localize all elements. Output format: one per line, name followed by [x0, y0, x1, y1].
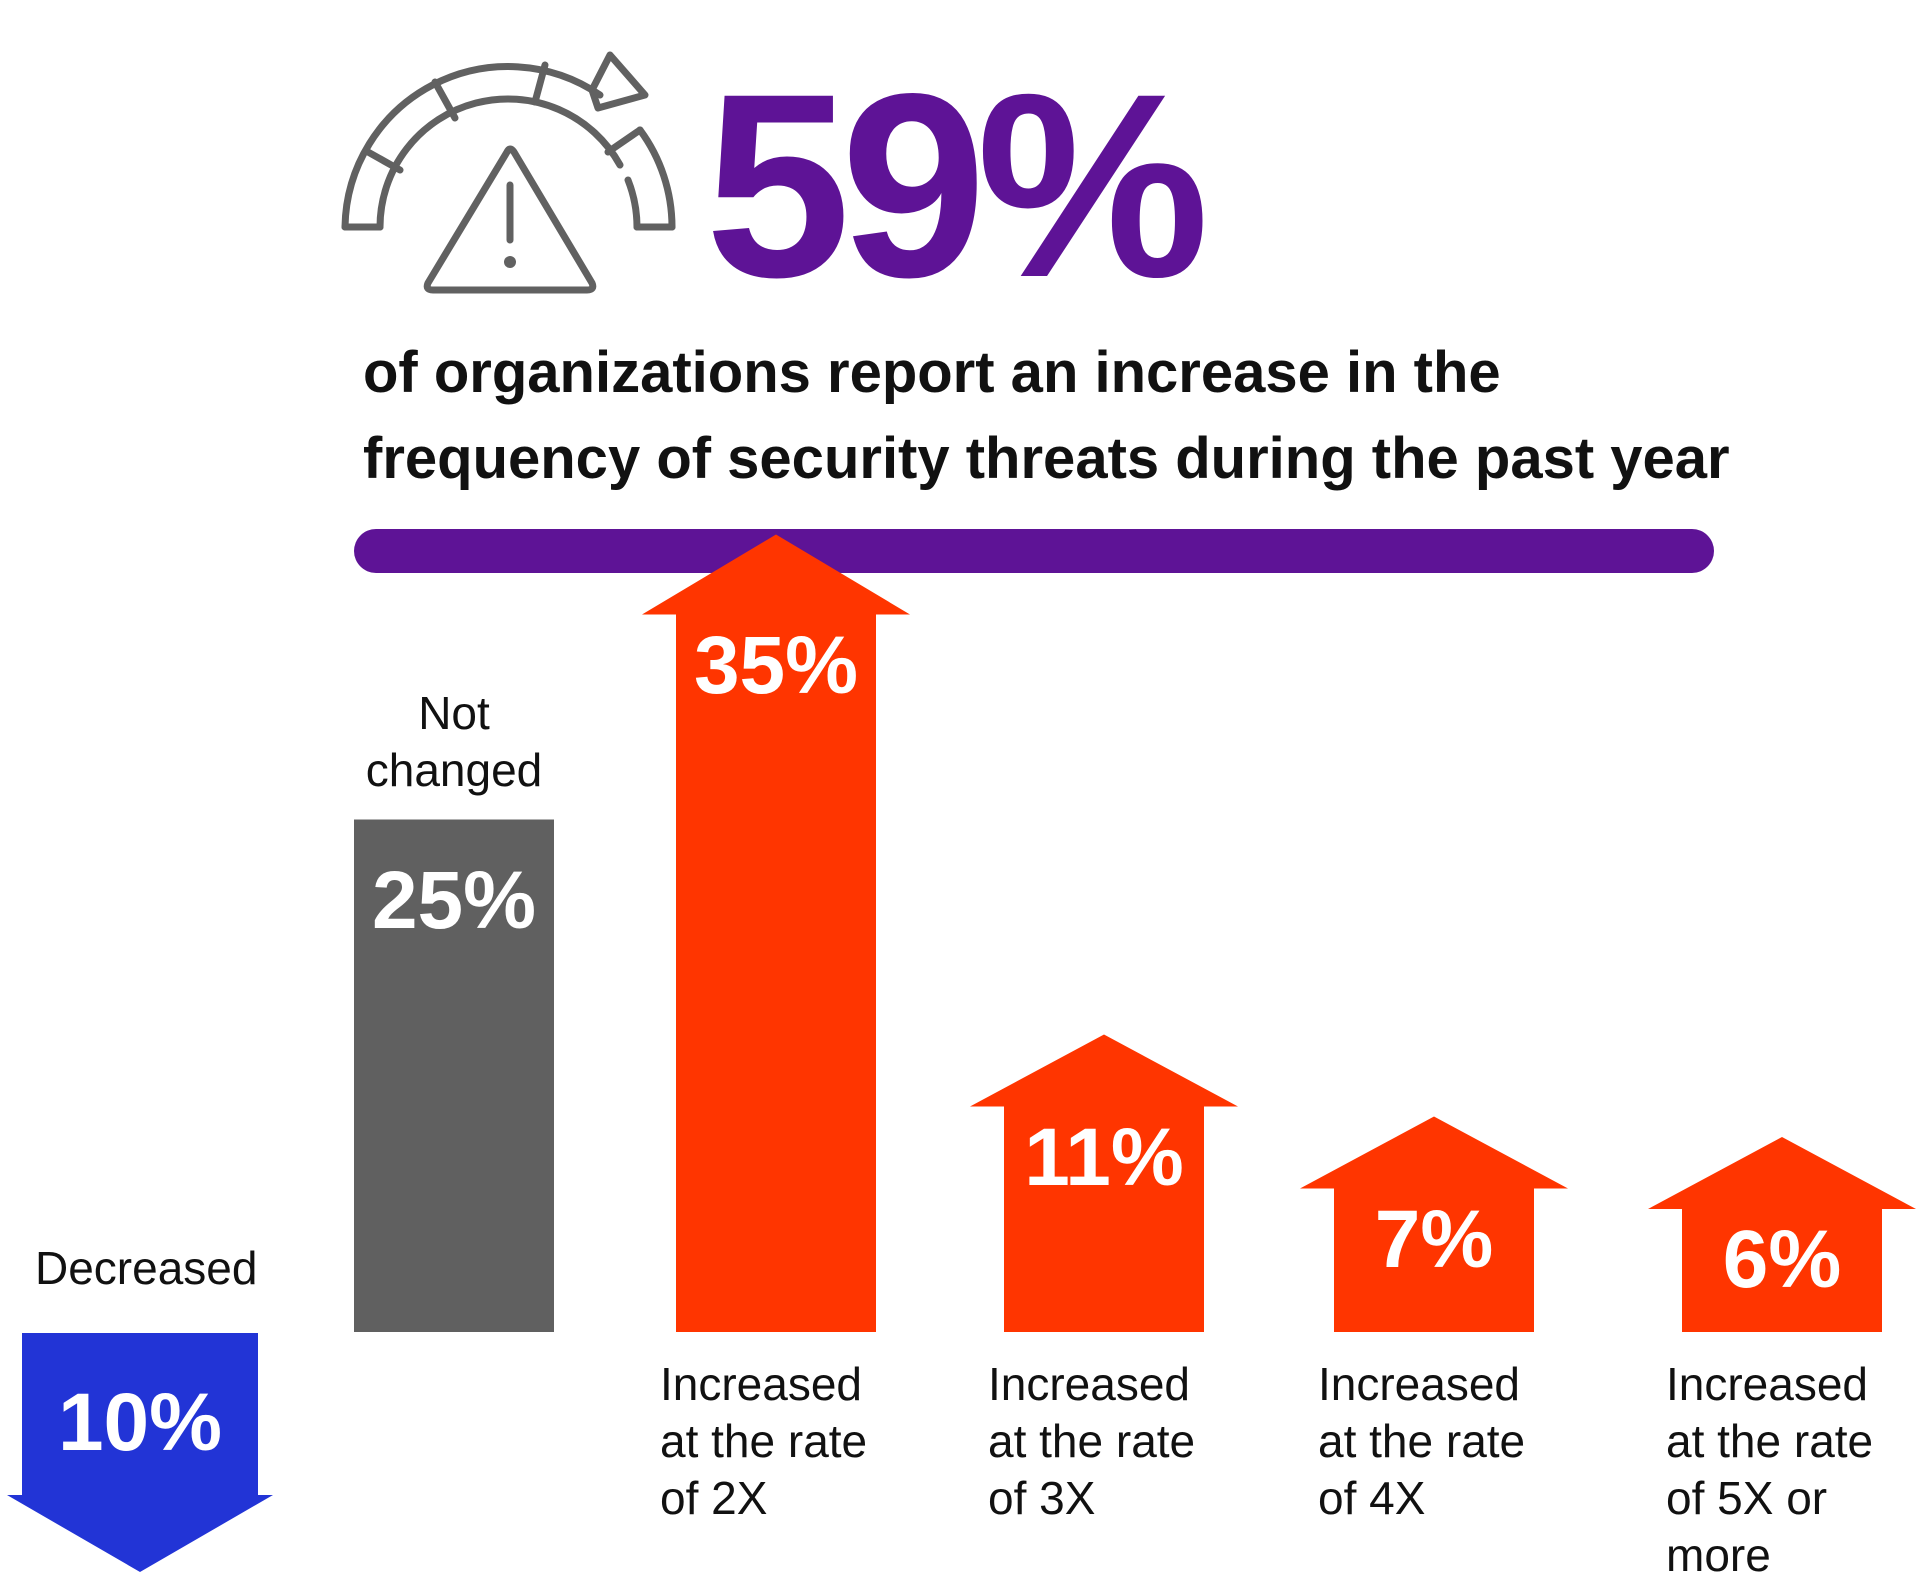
category-label-increased-3: Increased at the rate of 3X — [988, 1358, 1196, 1524]
category-label-increased-2: Increased at the rate of 2X — [660, 1358, 868, 1524]
headline-description: of organizations report an increase in t… — [363, 330, 1883, 502]
headline-percentage: 59% — [705, 39, 1209, 332]
bar-increased-4 — [1300, 1116, 1568, 1332]
divider-bar — [354, 529, 1714, 573]
bar-increased-2 — [642, 534, 910, 1332]
bar-not-changed — [354, 819, 554, 1332]
headline-description-line-1: of organizations report an increase in t… — [363, 340, 1501, 405]
category-label-not-changed: Not changed — [365, 686, 543, 796]
bar-increased-3 — [970, 1034, 1238, 1332]
category-label-increased-4: Increased at the rate of 4X — [1318, 1358, 1526, 1524]
value-label-increased-2: 35% — [693, 619, 859, 711]
value-label-increased-5: 6% — [1722, 1214, 1842, 1305]
headline-description-line-2: frequency of security threats during the… — [363, 426, 1730, 491]
value-label-increased-3: 11% — [1024, 1111, 1184, 1203]
bar-increased-5 — [1648, 1137, 1916, 1332]
category-label-decreased: Decreased — [35, 1242, 258, 1294]
value-label-decreased: 10% — [57, 1377, 223, 1468]
value-label-increased-4: 7% — [1374, 1193, 1494, 1285]
category-label-increased-5: Increased at the rate of 5X or more — [1666, 1358, 1874, 1581]
value-label-not-changed: 25% — [371, 854, 537, 946]
bar-decreased — [7, 1333, 273, 1572]
